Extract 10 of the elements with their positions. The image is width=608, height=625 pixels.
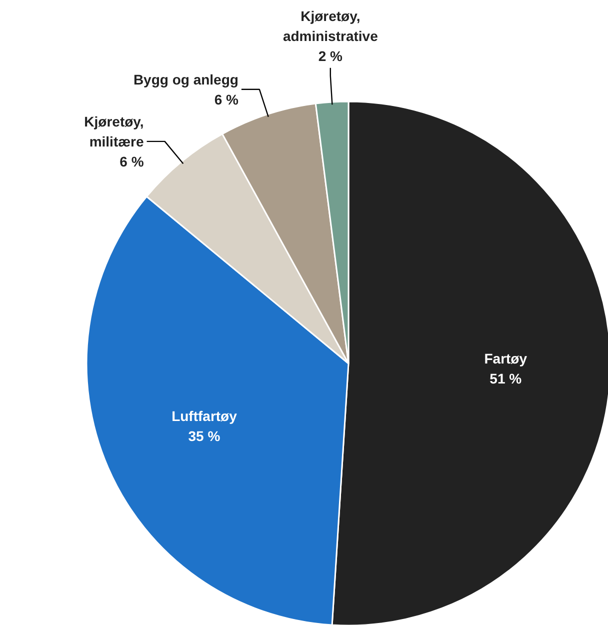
slice-label: Fartøy	[484, 350, 528, 366]
slice-label: Bygg og anlegg	[133, 71, 238, 88]
data-label: 35 %	[188, 428, 221, 444]
slice-label: Kjøretøy, militære	[84, 113, 144, 150]
data-label: 2 %	[318, 48, 344, 64]
data-label: 51 %	[490, 370, 522, 386]
data-label: 6 %	[120, 153, 144, 170]
slice-label: Luftfartøy	[172, 408, 238, 424]
slice-label: Kjøretøy, administrative	[282, 8, 378, 44]
data-label: 6 %	[214, 91, 239, 108]
